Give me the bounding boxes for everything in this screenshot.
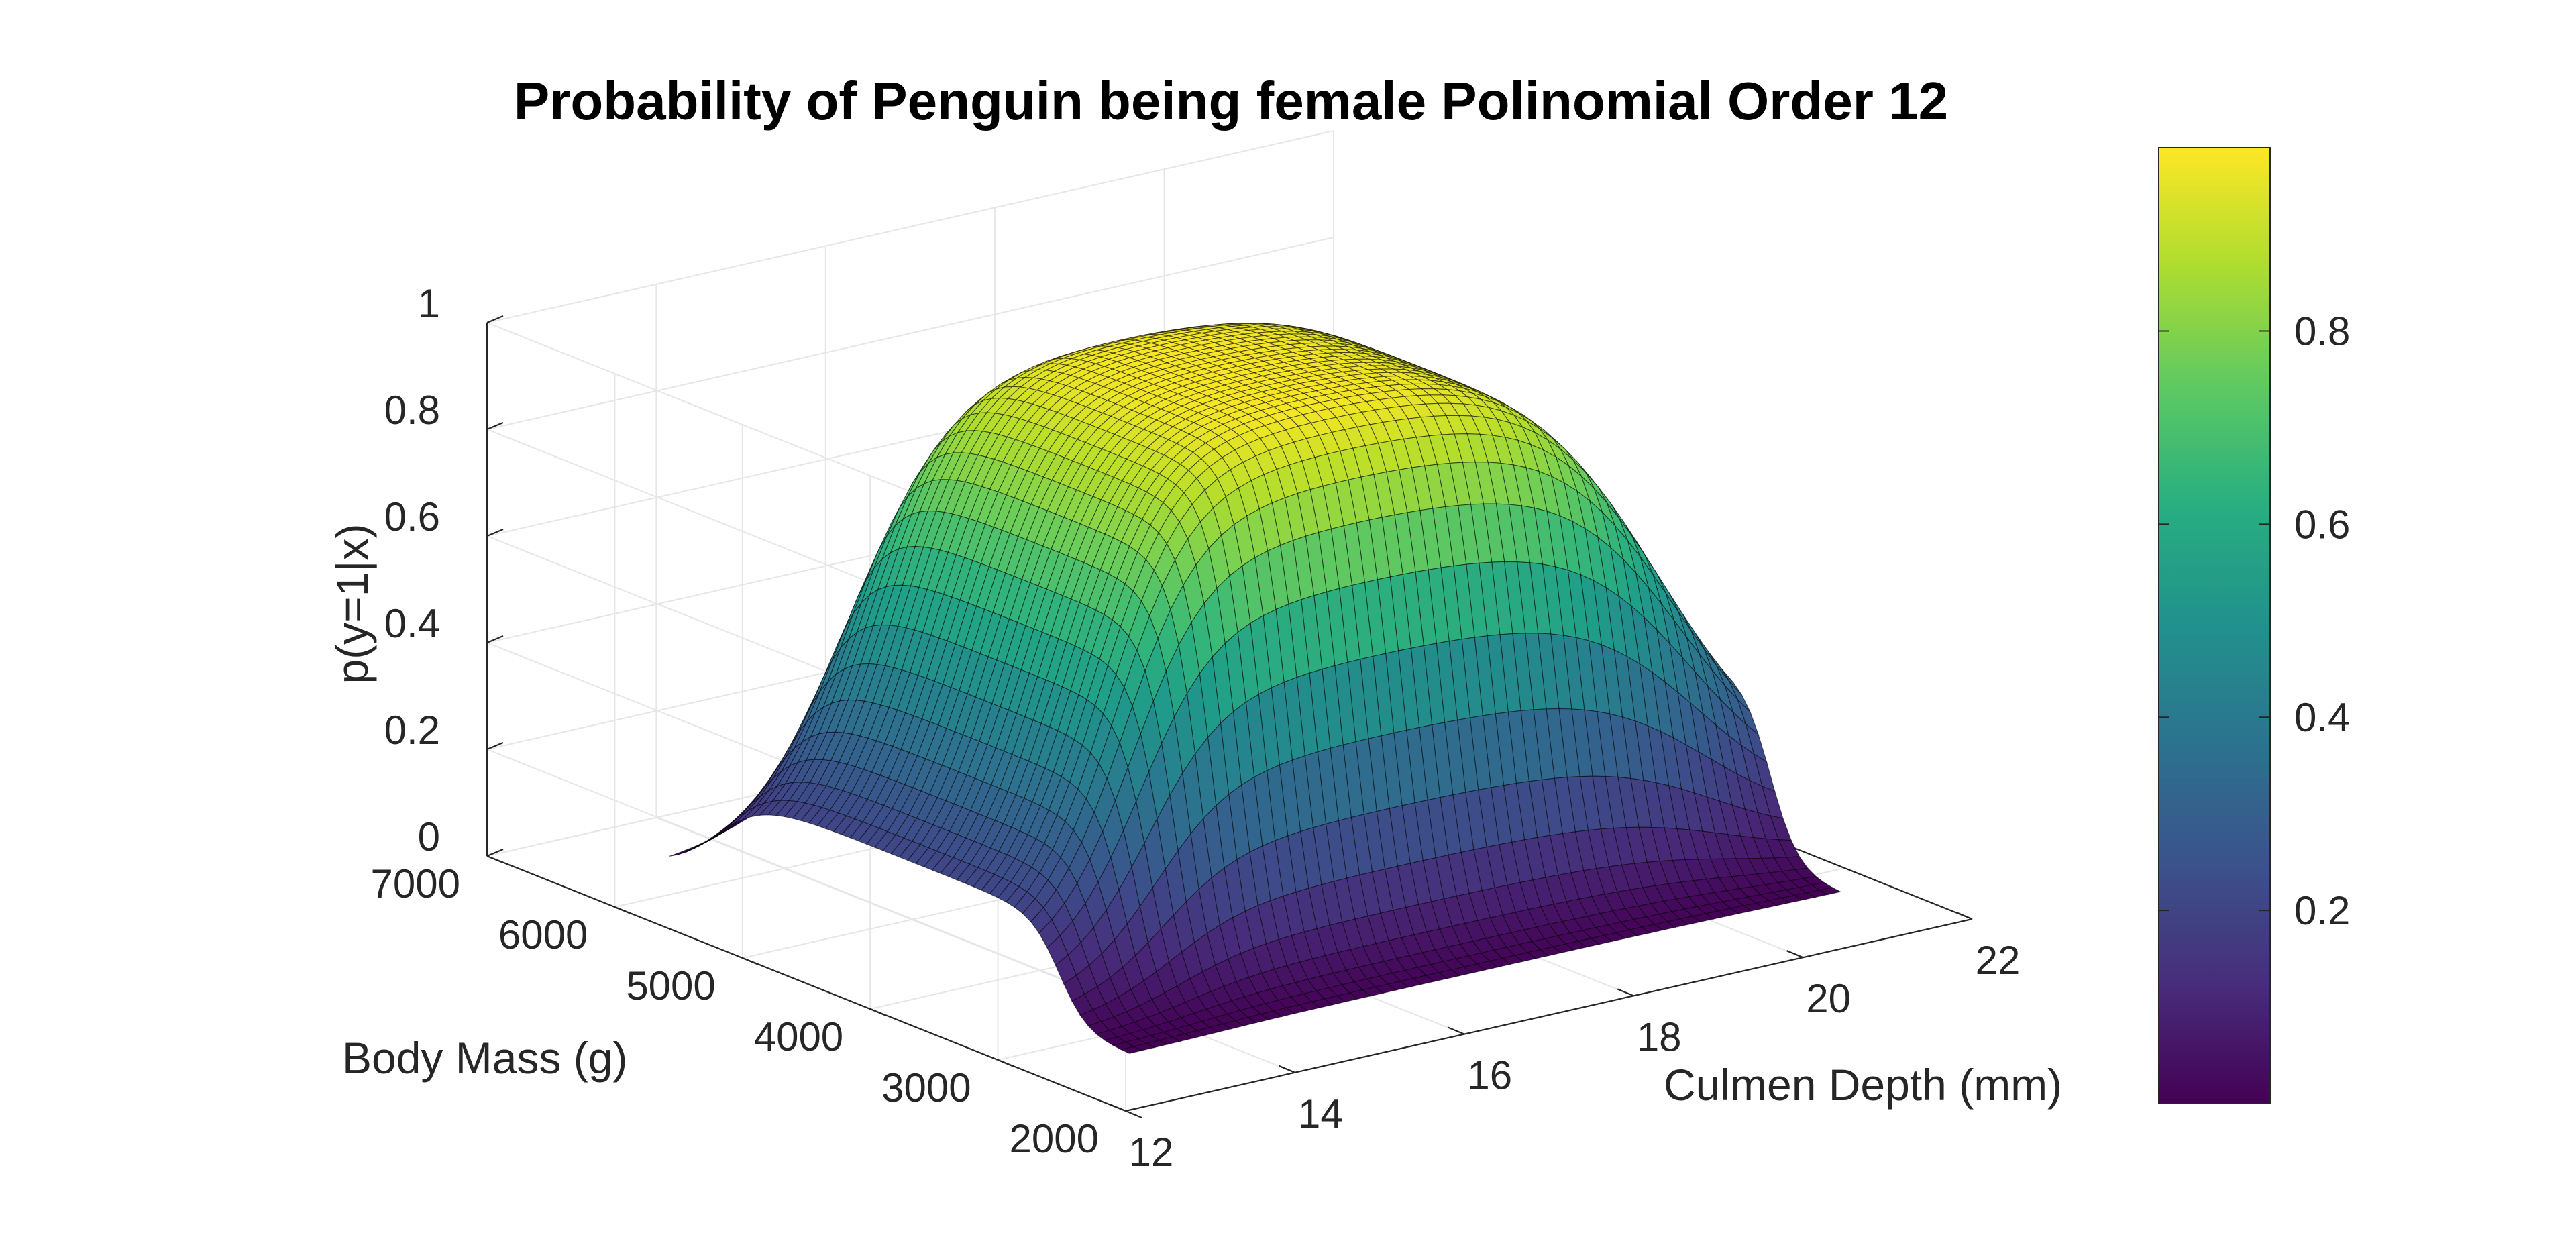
z-tick [486, 528, 504, 537]
x-tick [1278, 1065, 1295, 1073]
colorbar-ticks: 0.2 0.4 0.6 0.8 [2159, 309, 2350, 933]
y-tick-label: 5000 [626, 963, 715, 1008]
x-tick-label: 22 [1976, 938, 2021, 983]
x-tick-label: 14 [1298, 1091, 1343, 1136]
probability-surface [669, 323, 1842, 1054]
grid-line [486, 130, 1334, 323]
z-tick-label: 0.6 [384, 494, 440, 539]
x-tick-label: 12 [1129, 1130, 1174, 1175]
y-tick-label: 6000 [498, 912, 588, 957]
y-tick [1125, 1110, 1142, 1119]
y-axis-line [486, 855, 1126, 1112]
x-tick [1448, 1026, 1465, 1035]
y-tick-label: 7000 [371, 861, 460, 906]
y-tick-label: 4000 [754, 1014, 843, 1059]
z-axis-label: p(y=1|x) [327, 523, 377, 684]
x-tick [1617, 988, 1634, 997]
y-axis-label: Body Mass (g) [342, 1033, 627, 1083]
x-axis-line [1125, 918, 1973, 1112]
surface-patch [1120, 1046, 1144, 1054]
z-tick [486, 635, 504, 644]
grid-line [486, 237, 1334, 430]
y-tick [614, 906, 631, 915]
x-tick [1955, 911, 1973, 920]
colorbar-gradient [2158, 147, 2271, 1104]
y-tick-label: 3000 [881, 1065, 971, 1110]
z-tick-label: 0.4 [384, 601, 440, 646]
z-tick [486, 741, 504, 751]
y-tick [869, 1008, 887, 1017]
x-tick [1786, 950, 1804, 959]
x-tick-label: 20 [1806, 976, 1851, 1021]
z-tick [486, 421, 504, 431]
x-axis-label: Culmen Depth (mm) [1664, 1060, 2062, 1110]
y-tick [742, 957, 759, 966]
colorbar-tick-label: 0.4 [2294, 695, 2350, 740]
z-tick-label: 0.2 [384, 708, 440, 753]
z-tick [486, 315, 504, 324]
z-tick-label: 0.8 [384, 388, 440, 433]
chart-title: Probability of Penguin being female Poli… [514, 71, 1948, 131]
colorbar-tick-label: 0.2 [2294, 888, 2350, 933]
z-tick-label: 0 [418, 814, 440, 859]
y-tick [998, 1059, 1015, 1068]
y-tick [486, 855, 504, 864]
grid-line [486, 749, 1126, 1005]
z-tick [486, 848, 504, 857]
colorbar-tick-label: 0.6 [2294, 502, 2350, 547]
colorbar-tick-label: 0.8 [2294, 309, 2350, 354]
colorbar: 0.2 0.4 0.6 0.8 [2158, 147, 2350, 1104]
x-tick-label: 18 [1637, 1014, 1682, 1059]
x-tick-label: 16 [1467, 1053, 1512, 1098]
z-tick-label: 1 [418, 281, 440, 326]
y-tick-label: 2000 [1010, 1116, 1099, 1161]
x-tick [1109, 1103, 1126, 1112]
